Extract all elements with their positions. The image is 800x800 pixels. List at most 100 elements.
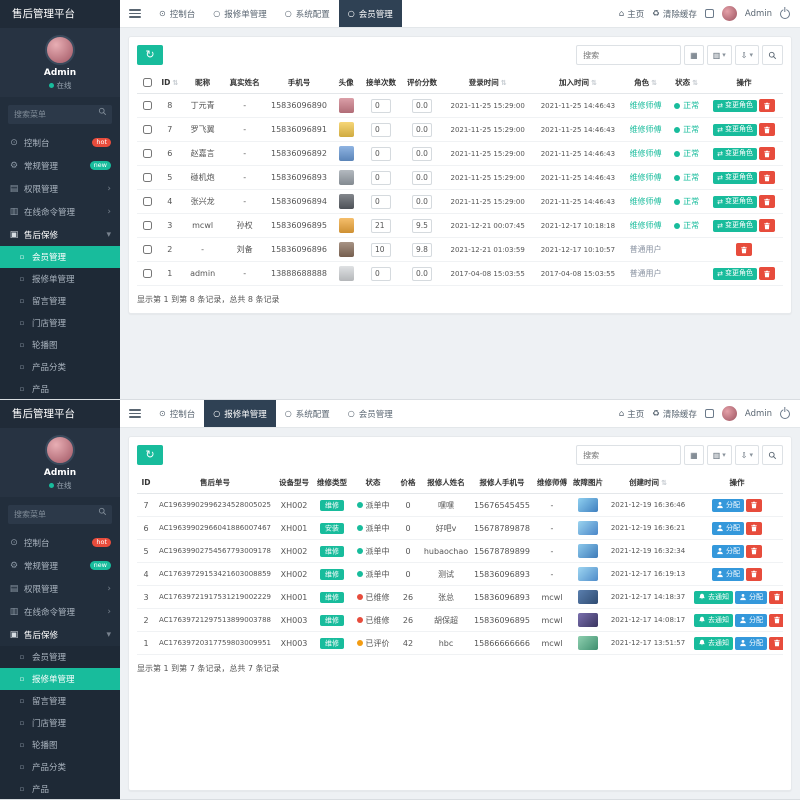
fault-image[interactable] [578, 613, 598, 627]
col-join-time[interactable]: 加入时间 ⇅ [532, 72, 624, 94]
assign-button[interactable]: 分配 [712, 521, 744, 535]
logout-icon[interactable] [780, 8, 790, 19]
table-search-input[interactable] [576, 445, 682, 465]
delete-button[interactable] [758, 171, 775, 184]
clear-cache-link[interactable]: ♻ 清除缓存 [652, 8, 697, 20]
hamburger-icon[interactable] [129, 409, 141, 418]
sidebar-avatar[interactable] [45, 435, 75, 465]
select-all-checkbox[interactable] [142, 78, 152, 88]
home-link[interactable]: ⌂ 主页 [619, 408, 644, 420]
delete-button[interactable] [769, 613, 783, 627]
sidebar-item-aftersale[interactable]: ▣ 售后保修 ▾ [0, 223, 120, 246]
sidebar-item-banner[interactable]: ▫ 轮播图 [0, 334, 120, 356]
navbar-avatar[interactable] [721, 406, 737, 421]
editable-number[interactable]: 0 [371, 122, 392, 137]
assign-button[interactable]: 分配 [735, 636, 767, 650]
navbar-avatar[interactable] [721, 6, 737, 21]
fault-image[interactable] [578, 498, 598, 512]
sidebar-item-dashboard[interactable]: ⊙ 控制台 hot [0, 131, 120, 154]
toggle-view-button[interactable]: ▦ [684, 45, 704, 65]
assign-button[interactable]: 分配 [712, 498, 744, 512]
sidebar-item-category[interactable]: ▫ 产品分类 [0, 756, 120, 778]
tab-repairs[interactable]: ○ 报修单管理 [204, 0, 276, 27]
editable-number[interactable]: 0.0 [412, 146, 433, 161]
col-created-at[interactable]: 创建时间 ⇅ [605, 472, 691, 494]
delete-button[interactable] [758, 195, 775, 208]
toggle-view-button[interactable]: ▦ [684, 445, 704, 465]
col-status[interactable]: 状态 ⇅ [668, 72, 706, 94]
change-role-button[interactable]: ⇄ 变更角色 [713, 147, 757, 160]
editable-number[interactable]: 0.0 [412, 98, 433, 113]
refresh-button[interactable]: ↻ [137, 445, 163, 465]
menu-search-input[interactable] [8, 105, 112, 124]
editable-number[interactable]: 0 [371, 266, 392, 281]
fullscreen-icon[interactable] [704, 9, 714, 18]
fault-image[interactable] [578, 636, 598, 650]
row-checkbox[interactable] [142, 269, 152, 278]
editable-number[interactable]: 9.5 [412, 218, 433, 233]
col-id[interactable]: ID ⇅ [157, 72, 183, 94]
delete-button[interactable] [746, 521, 762, 535]
col-login-time[interactable]: 登录时间 ⇅ [442, 72, 533, 94]
change-role-button[interactable]: ⇄ 变更角色 [713, 99, 757, 112]
notify-button[interactable]: 去通知 [694, 613, 733, 627]
export-button[interactable]: ⇩ ▾ [734, 445, 759, 465]
change-role-button[interactable]: ⇄ 变更角色 [713, 123, 757, 136]
refresh-button[interactable]: ↻ [137, 45, 163, 65]
assign-button[interactable]: 分配 [735, 590, 767, 604]
row-checkbox[interactable] [142, 125, 152, 134]
editable-number[interactable]: 0 [371, 98, 392, 113]
change-role-button[interactable]: ⇄ 变更角色 [713, 171, 757, 184]
change-role-button[interactable]: ⇄ 变更角色 [713, 267, 757, 280]
notify-button[interactable]: 去通知 [694, 636, 733, 650]
tab-dashboard[interactable]: ⊙ 控制台 [150, 0, 204, 27]
fault-image[interactable] [578, 567, 598, 581]
sidebar-item-repairs[interactable]: ▫ 报修单管理 [0, 668, 120, 690]
delete-button[interactable] [758, 147, 775, 160]
clear-cache-link[interactable]: ♻ 清除缓存 [652, 408, 697, 420]
table-search-input[interactable] [576, 45, 682, 65]
logout-icon[interactable] [780, 408, 790, 419]
sidebar-item-auth[interactable]: ▤ 权限管理 › [0, 577, 120, 600]
menu-search-input[interactable] [8, 505, 112, 524]
editable-number[interactable]: 0 [371, 170, 392, 185]
sidebar-item-members[interactable]: ▫ 会员管理 [0, 646, 120, 668]
fullscreen-icon[interactable] [704, 409, 714, 418]
row-checkbox[interactable] [142, 173, 152, 182]
delete-button[interactable] [736, 243, 753, 256]
sidebar-item-dashboard[interactable]: ⊙ 控制台 hot [0, 531, 120, 554]
sidebar-item-product[interactable]: ▫ 产品 [0, 378, 120, 399]
editable-number[interactable]: 9.8 [412, 242, 433, 257]
assign-button[interactable]: 分配 [712, 567, 744, 581]
delete-button[interactable] [769, 636, 783, 650]
tab-members[interactable]: ○ 会员管理 [339, 400, 402, 427]
sidebar-avatar[interactable] [45, 35, 75, 65]
sidebar-item-product[interactable]: ▫ 产品 [0, 778, 120, 799]
tab-settings[interactable]: ○ 系统配置 [276, 400, 339, 427]
sidebar-item-messages[interactable]: ▫ 留言管理 [0, 290, 120, 312]
search-button[interactable] [762, 445, 783, 465]
editable-number[interactable]: 0 [371, 194, 392, 209]
delete-button[interactable] [758, 99, 775, 112]
hamburger-icon[interactable] [129, 9, 141, 18]
sidebar-item-category[interactable]: ▫ 产品分类 [0, 356, 120, 378]
assign-button[interactable]: 分配 [712, 544, 744, 558]
delete-button[interactable] [769, 590, 783, 604]
sidebar-item-messages[interactable]: ▫ 留言管理 [0, 690, 120, 712]
change-role-button[interactable]: ⇄ 变更角色 [713, 195, 757, 208]
columns-button[interactable]: ▥ ▾ [706, 445, 732, 465]
row-checkbox[interactable] [142, 149, 152, 158]
row-checkbox[interactable] [142, 197, 152, 206]
notify-button[interactable]: 去通知 [694, 590, 733, 604]
sidebar-item-general[interactable]: ⚙ 常规管理 new [0, 154, 120, 177]
tab-dashboard[interactable]: ⊙ 控制台 [150, 400, 204, 427]
fault-image[interactable] [578, 521, 598, 535]
sidebar-item-members[interactable]: ▫ 会员管理 [0, 246, 120, 268]
fault-image[interactable] [578, 590, 598, 604]
delete-button[interactable] [758, 219, 775, 232]
editable-number[interactable]: 0.0 [412, 170, 433, 185]
editable-number[interactable]: 0.0 [412, 122, 433, 137]
editable-number[interactable]: 0.0 [412, 194, 433, 209]
home-link[interactable]: ⌂ 主页 [619, 8, 644, 20]
row-checkbox[interactable] [142, 101, 152, 110]
